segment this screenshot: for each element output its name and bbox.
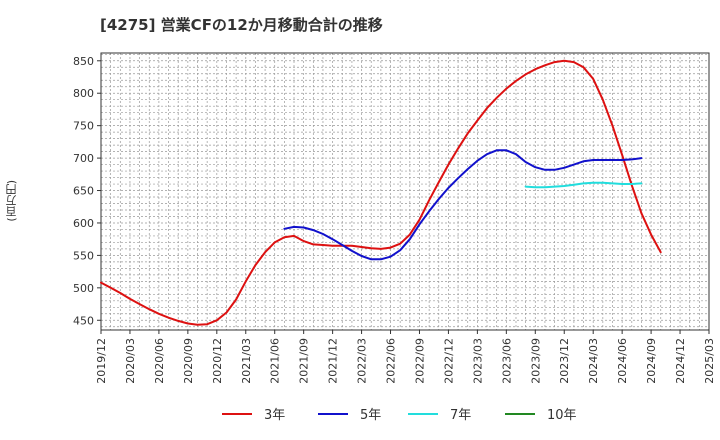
x-tick-label: 2022/03 xyxy=(356,338,369,384)
x-tick-label: 2022/06 xyxy=(385,338,398,384)
x-tick-label: 2020/06 xyxy=(153,338,166,384)
legend-label-1: 3年 xyxy=(264,408,285,423)
x-tick-label: 2021/03 xyxy=(240,338,253,384)
series-line-3 xyxy=(524,181,643,189)
x-tick-label: 2022/09 xyxy=(413,338,426,384)
y-tick-label: 700 xyxy=(73,152,94,165)
chart-title: [4275] 営業CFの12か月移動合計の推移 xyxy=(100,16,383,34)
y-tick-label: 500 xyxy=(73,282,94,295)
plot-border xyxy=(100,52,710,331)
x-tick-label: 2020/09 xyxy=(182,338,195,384)
series-line-1 xyxy=(100,59,662,326)
x-tick-label: 2024/12 xyxy=(674,338,687,384)
x-tick-label: 2025/03 xyxy=(703,338,716,384)
legend-label-4: 10年 xyxy=(547,408,577,423)
y-tick-label: 800 xyxy=(73,87,94,100)
x-tick-label: 2020/03 xyxy=(124,338,137,384)
y-tick-label: 450 xyxy=(73,314,94,327)
x-tick-label: 2024/06 xyxy=(616,338,629,384)
x-tick-label: 2020/12 xyxy=(211,338,224,384)
y-tick-label: 650 xyxy=(73,185,94,198)
y-tick-label: 750 xyxy=(73,120,94,133)
x-tick-label: 2023/06 xyxy=(500,338,513,384)
x-tick-label: 2024/03 xyxy=(587,338,600,384)
x-tick-label: 2019/12 xyxy=(95,338,108,384)
y-tick-label: 600 xyxy=(73,217,94,230)
x-tick-label: 2023/12 xyxy=(558,338,571,384)
x-tick-label: 2021/12 xyxy=(327,338,340,384)
x-tick-label: 2022/12 xyxy=(442,338,455,384)
x-tick-label: 2024/09 xyxy=(645,338,658,384)
legend-label-2: 5年 xyxy=(360,408,381,423)
x-tick-label: 2023/09 xyxy=(529,338,542,384)
y-tick-label: 550 xyxy=(73,249,94,262)
legend-label-3: 7年 xyxy=(450,408,471,423)
plot-area xyxy=(101,53,709,330)
x-tick-label: 2023/03 xyxy=(471,338,484,384)
series-line-2 xyxy=(283,149,643,261)
y-tick-label: 850 xyxy=(73,55,94,68)
x-tick-label: 2021/06 xyxy=(269,338,282,384)
x-tick-label: 2021/09 xyxy=(298,338,311,384)
